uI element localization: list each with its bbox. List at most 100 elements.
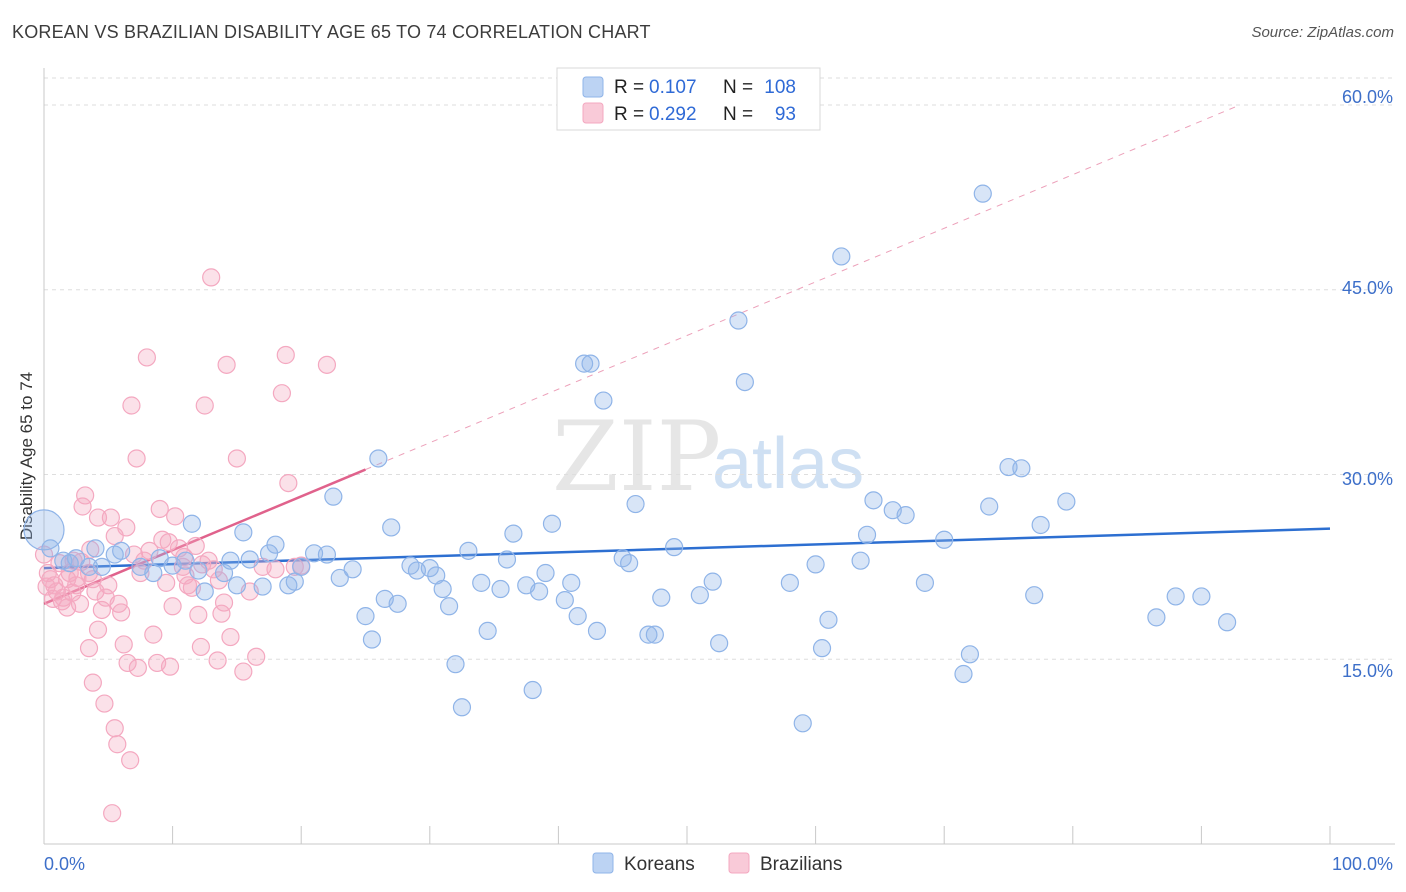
korean-point (439, 597, 459, 616)
brazilian-point (108, 735, 127, 754)
korean-point (536, 563, 555, 583)
brazilian-point (208, 651, 227, 670)
brazilian-point (150, 499, 169, 519)
chart-title: KOREAN VS BRAZILIAN DISABILITY AGE 65 TO… (12, 22, 651, 42)
korean-point (812, 639, 832, 658)
korean-point (504, 524, 523, 543)
korean-point (304, 544, 324, 563)
korean-point (343, 560, 362, 579)
bottom-legend-korean-label: Koreans (624, 854, 695, 875)
korean-point (459, 541, 478, 560)
brazilian-point (214, 593, 234, 612)
korean-point (79, 557, 99, 576)
korean-point (182, 514, 201, 533)
korean-point (735, 372, 754, 392)
korean-point (575, 354, 594, 373)
brazilian-point (112, 603, 131, 622)
korean-point (1218, 613, 1237, 632)
brazilian-point (204, 560, 223, 579)
korean-point (581, 354, 600, 373)
brazilian-point (99, 576, 118, 595)
legend-brazilian-r-label: R = (614, 104, 644, 125)
brazilian-point (191, 637, 210, 657)
y-tick-label-45: 45.0% (1342, 278, 1393, 298)
korean-point (356, 607, 375, 626)
korean-point (864, 491, 883, 510)
brazilian-point (189, 605, 208, 624)
korean-point (195, 582, 214, 601)
korean-point (960, 645, 980, 664)
korean-point (227, 576, 246, 595)
brazilian-point (221, 627, 240, 647)
brazilian-point (285, 557, 304, 576)
brazilian-points (34, 268, 337, 823)
korean-point (362, 630, 382, 649)
brazilian-point (101, 508, 120, 527)
korean-point (23, 509, 65, 551)
korean-point (857, 525, 877, 544)
korean-point (472, 573, 491, 592)
brazilian-point (117, 518, 136, 537)
korean-point (690, 586, 709, 605)
korean-point (41, 539, 60, 558)
legend-brazilian-n-label: N = (723, 104, 753, 125)
brazilian-point (317, 355, 337, 374)
korean-points (23, 184, 1237, 733)
korean-point (555, 591, 574, 610)
korean-point (896, 506, 915, 525)
korean-point (780, 573, 799, 592)
brazilian-point (37, 577, 56, 596)
x-tick-label-max: 100.0% (1332, 854, 1393, 874)
legend-brazilian-n-value: 93 (775, 104, 796, 125)
brazilian-point (137, 348, 156, 367)
korean-point (523, 680, 542, 700)
brazilian-point (73, 497, 92, 516)
brazilian-point (79, 639, 99, 658)
korean-point (1166, 587, 1185, 606)
korean-point (710, 634, 729, 653)
korean-point (562, 573, 581, 592)
brazilian-point (88, 620, 108, 639)
korean-point (369, 449, 388, 468)
korean-point (819, 610, 838, 629)
brazilian-point (186, 536, 205, 556)
brazilian-point (114, 635, 133, 654)
korean-point (639, 625, 658, 644)
korean-point (1012, 459, 1031, 478)
legend-brazilian-swatch (582, 102, 604, 124)
korean-point (330, 568, 349, 588)
brazilian-point (159, 533, 178, 552)
korean-point (530, 582, 549, 601)
korean-point (317, 545, 337, 564)
korean-point (626, 494, 645, 514)
brazilian-point (217, 355, 236, 374)
korean-point (980, 497, 999, 516)
brazilian-point (83, 673, 102, 692)
korean-point (594, 391, 613, 410)
korean-point (221, 551, 240, 570)
korean-point (491, 579, 510, 599)
korean-point (240, 550, 259, 569)
brazilian-point (122, 396, 141, 415)
korean-point (568, 607, 587, 626)
y-tick-label-30: 30.0% (1342, 469, 1393, 489)
korean-point (388, 594, 407, 613)
korean-point (703, 572, 722, 591)
y-tick-label-15: 15.0% (1342, 661, 1393, 681)
brazilian-point (202, 268, 221, 287)
korean-point (915, 573, 935, 592)
korean-point (176, 551, 195, 570)
bottom-legend-brazilian-label: Brazilians (760, 854, 842, 875)
korean-point (234, 523, 253, 542)
brazilian-point (103, 804, 122, 823)
korean-point (112, 541, 131, 560)
korean-point (832, 247, 851, 266)
korean-point (542, 514, 562, 533)
korean-point (665, 538, 684, 557)
legend-korean-swatch (582, 76, 604, 98)
korean-point (1057, 492, 1076, 511)
brazilian-point (276, 345, 295, 365)
korean-point (620, 554, 639, 573)
brazilian-trend-line (43, 468, 366, 605)
